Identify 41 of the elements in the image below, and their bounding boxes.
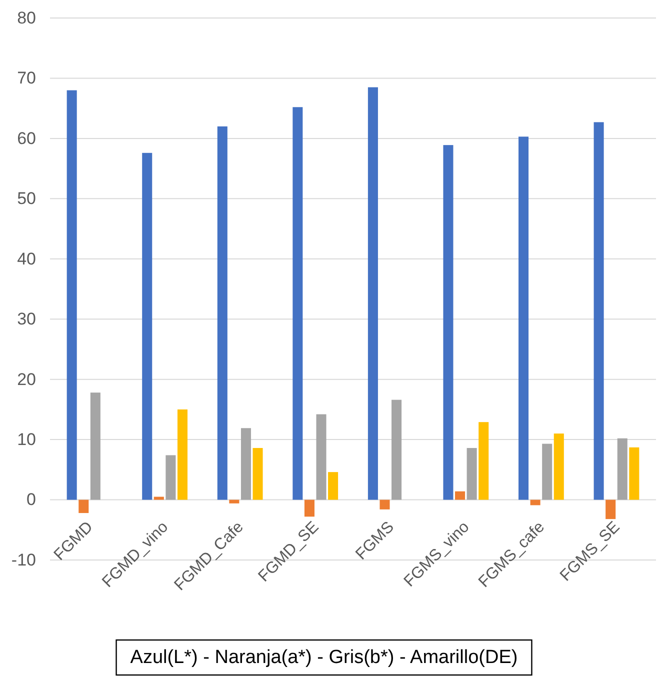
bar [617, 438, 628, 500]
bar [380, 500, 390, 510]
bar [606, 500, 616, 520]
bar [292, 107, 303, 500]
y-tick-label: 80 [17, 8, 36, 28]
y-tick-label: 60 [17, 128, 36, 148]
bar [90, 392, 100, 500]
bar [466, 448, 477, 500]
y-tick-label: 50 [17, 189, 36, 208]
bar [443, 145, 454, 500]
y-tick-label: 30 [17, 310, 36, 329]
bar [518, 136, 529, 500]
bar [142, 152, 152, 500]
bar [240, 428, 251, 500]
bar [478, 422, 489, 500]
bar [455, 491, 466, 500]
y-tick-label: 10 [17, 430, 36, 449]
bar [368, 87, 378, 500]
y-tick-label: 70 [17, 68, 36, 88]
bar [392, 400, 402, 500]
bar [229, 500, 240, 504]
x-axis-title: Azul(L*) - Naranja(a*) - Gris(b*) - Amarillo(DE) [130, 647, 518, 668]
bar [166, 455, 176, 500]
bar [154, 496, 164, 500]
y-tick-label: -10 [11, 550, 36, 570]
bar [78, 500, 89, 514]
bar [304, 500, 314, 517]
bar [328, 472, 338, 500]
bar [594, 122, 604, 500]
y-tick-label: 20 [17, 370, 36, 389]
bar [66, 90, 77, 500]
y-tick-label: 40 [17, 249, 36, 268]
bar [177, 409, 188, 500]
bar [530, 500, 540, 506]
bar [554, 434, 564, 500]
bar [542, 444, 552, 500]
y-tick-label: 0 [26, 490, 36, 510]
bar [316, 414, 326, 500]
bar [252, 448, 263, 500]
bar [629, 447, 640, 500]
bar [217, 126, 228, 500]
